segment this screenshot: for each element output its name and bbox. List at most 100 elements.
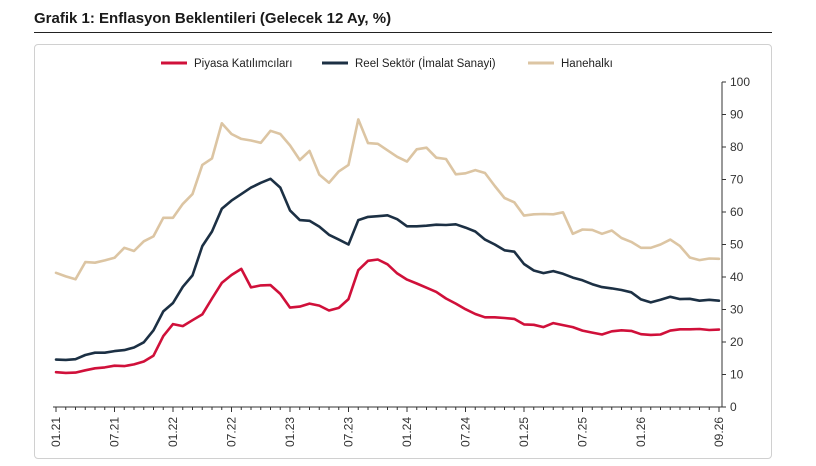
data-point [230,133,233,135]
data-point [162,217,164,219]
data-point [123,349,125,351]
chart-title: Grafik 1: Enflasyon Beklentileri (Gelece… [34,10,392,27]
data-point [84,369,86,371]
data-point [113,350,116,352]
data-point [357,118,359,120]
data-point [84,261,86,263]
data-point [172,302,174,304]
data-point [211,297,213,300]
data-point [250,139,252,142]
data-point [611,229,613,232]
data-point [552,213,554,215]
data-point [347,243,350,246]
data-point [435,157,437,159]
data-point [601,333,603,336]
data-point [104,366,106,368]
data-point [162,310,164,312]
y-tick-label: 80 [730,140,744,154]
data-point [572,233,574,235]
data-point [523,263,525,265]
data-point [269,130,272,132]
data-point [191,193,194,195]
data-point [455,303,457,305]
data-point [55,359,57,361]
data-point [630,241,632,243]
data-point [338,307,340,309]
data-point [279,293,281,295]
data-point [55,272,57,274]
data-point [94,367,96,369]
data-point [650,334,652,336]
data-point [503,317,506,319]
data-point [240,138,242,140]
data-point [221,282,223,284]
data-point [591,283,593,285]
data-point [260,142,262,144]
data-point [269,178,272,180]
x-tick-label: 09.26 [712,417,726,447]
data-point [221,122,223,124]
data-point [230,200,233,202]
data-point [123,247,125,249]
data-point [620,289,623,291]
data-point [133,250,135,252]
data-point [669,296,671,298]
data-point [484,172,486,174]
data-point [113,257,116,259]
y-tick-label: 20 [730,335,744,349]
data-point [123,365,125,367]
data-point [425,147,428,149]
data-point [328,234,330,236]
data-point [396,156,398,158]
data-point [152,235,155,237]
data-point [74,278,77,280]
series-line [54,118,721,281]
data-point [708,299,710,301]
data-point [659,333,662,336]
data-point [620,237,623,239]
data-point [425,287,428,289]
data-point [494,185,496,187]
data-point [708,257,710,260]
data-point [435,291,437,293]
data-point [611,287,613,289]
data-point [133,346,135,349]
data-point [640,298,642,300]
data-point [230,274,233,276]
legend-label: Piyasa Katılımcıları [194,58,292,70]
data-point [445,297,447,300]
data-point [84,354,86,356]
data-point [669,330,671,332]
data-point [289,209,291,211]
data-point [191,319,194,321]
data-point [152,355,155,357]
data-point [484,316,486,318]
y-tick-label: 50 [730,238,744,252]
data-point [513,201,515,203]
title-divider [34,32,772,33]
x-tick-label: 07.25 [576,417,590,447]
chart-axes: 0 10 20 30 40 50 60 70 80 90 100 01.21 07.21 01.22 07.… [49,75,750,447]
data-point [104,352,106,354]
data-point [221,208,223,210]
data-point [201,313,203,315]
data-point [718,329,720,331]
data-point [689,256,691,259]
series-line [54,258,721,375]
data-point [113,365,116,367]
data-point [601,286,603,288]
data-point [542,213,545,215]
data-point [630,291,632,293]
data-point [328,309,330,312]
data-point [143,240,145,242]
x-tick-label: 01.25 [517,417,531,447]
x-tick-label: 07.21 [108,417,122,447]
data-point [659,299,662,301]
data-point [416,225,418,227]
data-point [542,326,545,328]
chart-frame [34,44,772,459]
y-tick-label: 70 [730,173,744,187]
data-point [338,170,340,172]
data-point [591,229,593,231]
series-line [54,177,721,362]
